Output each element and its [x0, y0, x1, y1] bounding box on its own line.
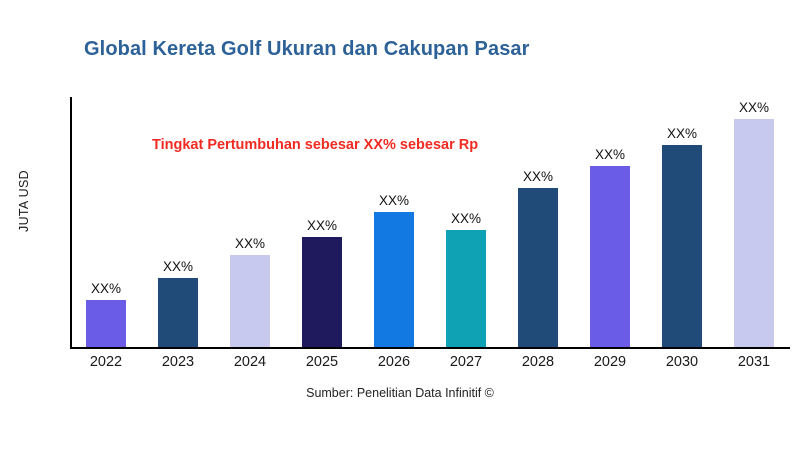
bar-value-label-2023: XX%: [162, 258, 194, 274]
bar-2031[interactable]: [734, 118, 774, 347]
x-tick-2028: 2028: [521, 354, 555, 370]
source-caption: Sumber: Penelitian Data Infinitif ©: [306, 386, 494, 400]
y-axis-line: [70, 97, 72, 349]
x-tick-2025: 2025: [305, 354, 339, 370]
bar-value-label-2028: XX%: [522, 169, 554, 185]
bar-2030[interactable]: [662, 144, 702, 347]
x-tick-2027: 2027: [449, 354, 483, 370]
bar-group-2030: XX%: [646, 97, 718, 347]
bar-2029[interactable]: [590, 166, 630, 347]
x-tick-2031: 2031: [737, 354, 771, 370]
bar-value-label-2025: XX%: [306, 217, 338, 233]
growth-rate-annotation: Tingkat Pertumbuhan sebesar XX% sebesar …: [152, 137, 479, 153]
bar-group-2022: XX%: [70, 97, 142, 347]
bar-value-label-2027: XX%: [450, 210, 482, 226]
bar-value-label-2022: XX%: [90, 281, 122, 297]
bar-2022[interactable]: [86, 300, 126, 347]
x-tick-2022: 2022: [89, 354, 123, 370]
y-axis-label: JUTA USD: [17, 170, 31, 232]
bar-value-label-2030: XX%: [666, 125, 698, 141]
x-axis-line: [70, 347, 790, 349]
x-tick-2023: 2023: [161, 354, 195, 370]
bar-value-label-2031: XX%: [738, 99, 770, 115]
x-tick-2029: 2029: [593, 354, 627, 370]
bar-2026[interactable]: [374, 212, 414, 347]
bar-group-2027: XX%: [430, 97, 502, 347]
chart-title: Global Kereta Golf Ukuran dan Cakupan Pa…: [84, 38, 530, 60]
bar-value-label-2024: XX%: [234, 235, 266, 251]
x-tick-2026: 2026: [377, 354, 411, 370]
x-tick-2024: 2024: [233, 354, 267, 370]
bar-group-2026: XX%: [358, 97, 430, 347]
bar-group-2025: XX%: [286, 97, 358, 347]
x-tick-2030: 2030: [665, 354, 699, 370]
plot-area: Tingkat Pertumbuhan sebesar XX% sebesar …: [70, 97, 790, 349]
bar-group-2028: XX%: [502, 97, 574, 347]
bar-group-2031: XX%: [718, 97, 790, 347]
bar-2024[interactable]: [230, 254, 270, 347]
bar-2023[interactable]: [158, 277, 198, 347]
bar-group-2029: XX%: [574, 97, 646, 347]
bar-2027[interactable]: [446, 229, 486, 347]
bar-2025[interactable]: [302, 236, 342, 347]
bar-group-2023: XX%: [142, 97, 214, 347]
bar-value-label-2029: XX%: [594, 147, 626, 163]
bar-value-label-2026: XX%: [378, 193, 410, 209]
bar-2028[interactable]: [518, 188, 558, 347]
bar-group-2024: XX%: [214, 97, 286, 347]
bar-series: XX% XX% XX% XX% XX% XX% XX% XX% XX% XX%: [70, 97, 790, 347]
x-axis-tick-labels: 2022 2023 2024 2025 2026 2027 2028 2029 2030 2031: [70, 354, 790, 376]
